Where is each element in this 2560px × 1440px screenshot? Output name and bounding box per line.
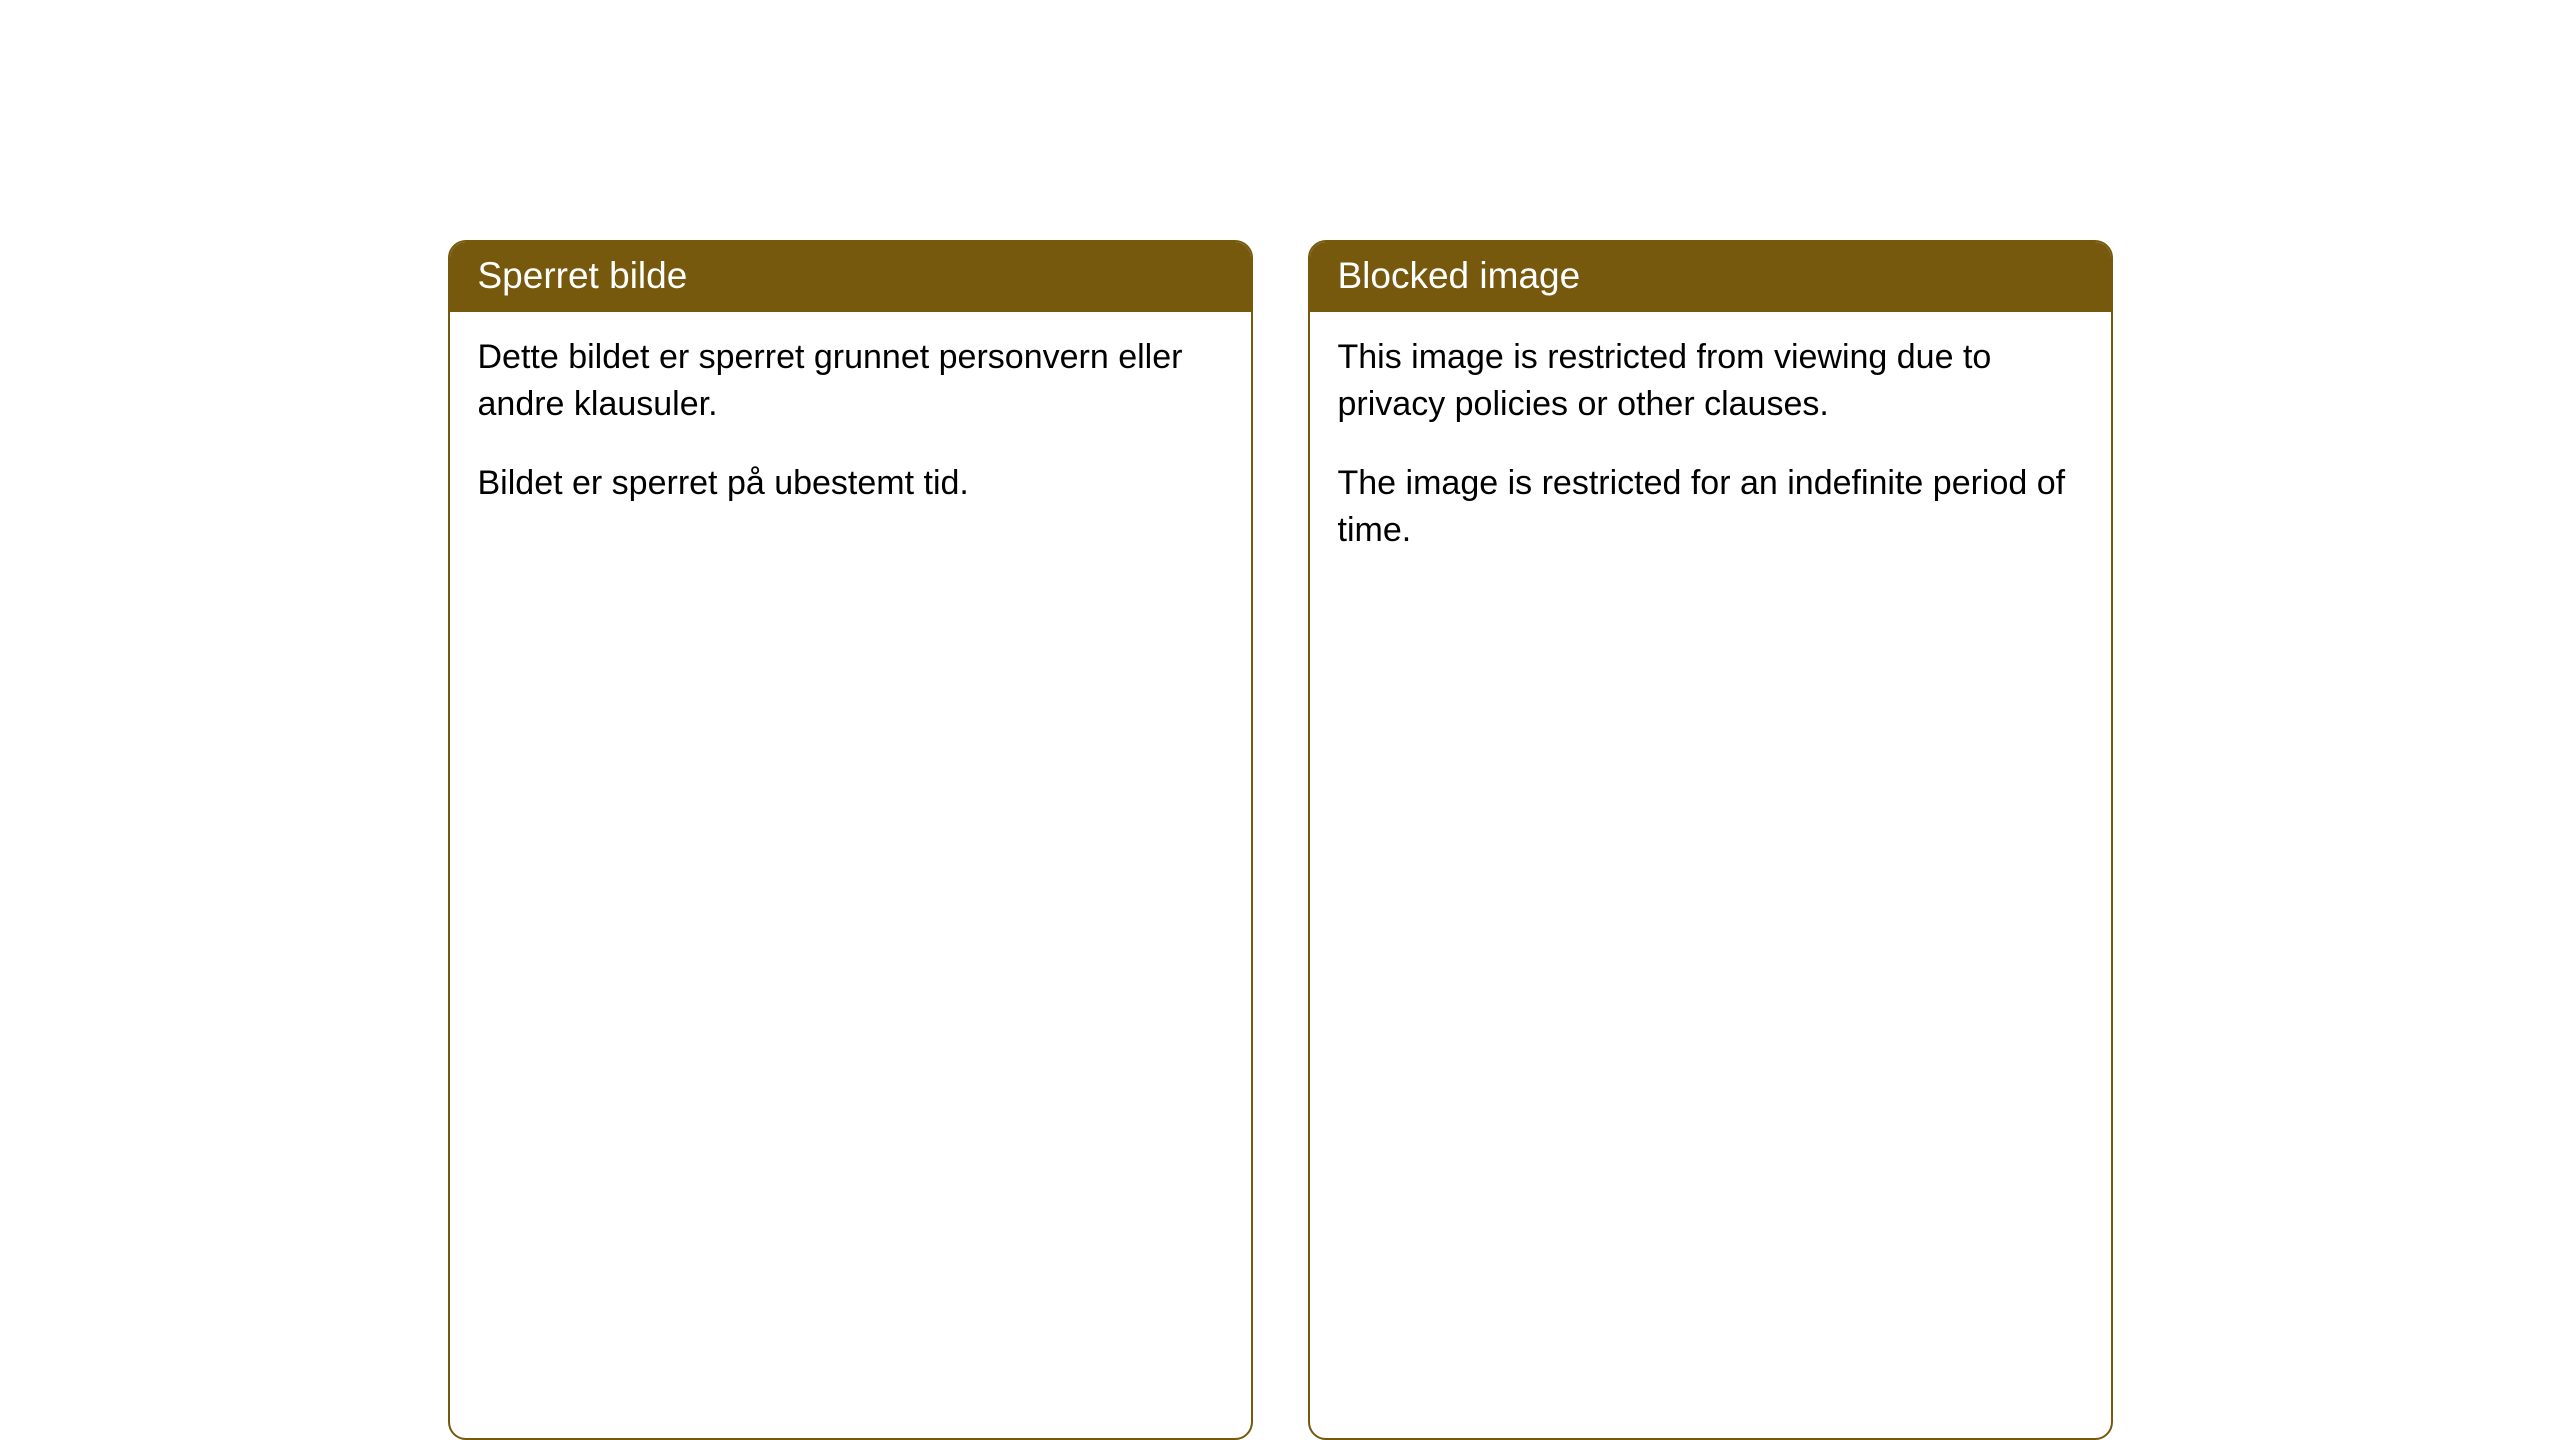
card-body: This image is restricted from viewing du… bbox=[1310, 312, 2111, 1438]
card-paragraph-1: Dette bildet er sperret grunnet personve… bbox=[478, 334, 1223, 428]
notice-container: Sperret bilde Dette bildet er sperret gr… bbox=[448, 240, 2113, 1440]
blocked-image-card-english: Blocked image This image is restricted f… bbox=[1308, 240, 2113, 1440]
card-title: Sperret bilde bbox=[450, 242, 1251, 312]
card-paragraph-1: This image is restricted from viewing du… bbox=[1338, 334, 2083, 428]
blocked-image-card-norwegian: Sperret bilde Dette bildet er sperret gr… bbox=[448, 240, 1253, 1440]
card-paragraph-2: Bildet er sperret på ubestemt tid. bbox=[478, 460, 1223, 507]
card-body: Dette bildet er sperret grunnet personve… bbox=[450, 312, 1251, 1438]
card-title: Blocked image bbox=[1310, 242, 2111, 312]
card-paragraph-2: The image is restricted for an indefinit… bbox=[1338, 460, 2083, 554]
